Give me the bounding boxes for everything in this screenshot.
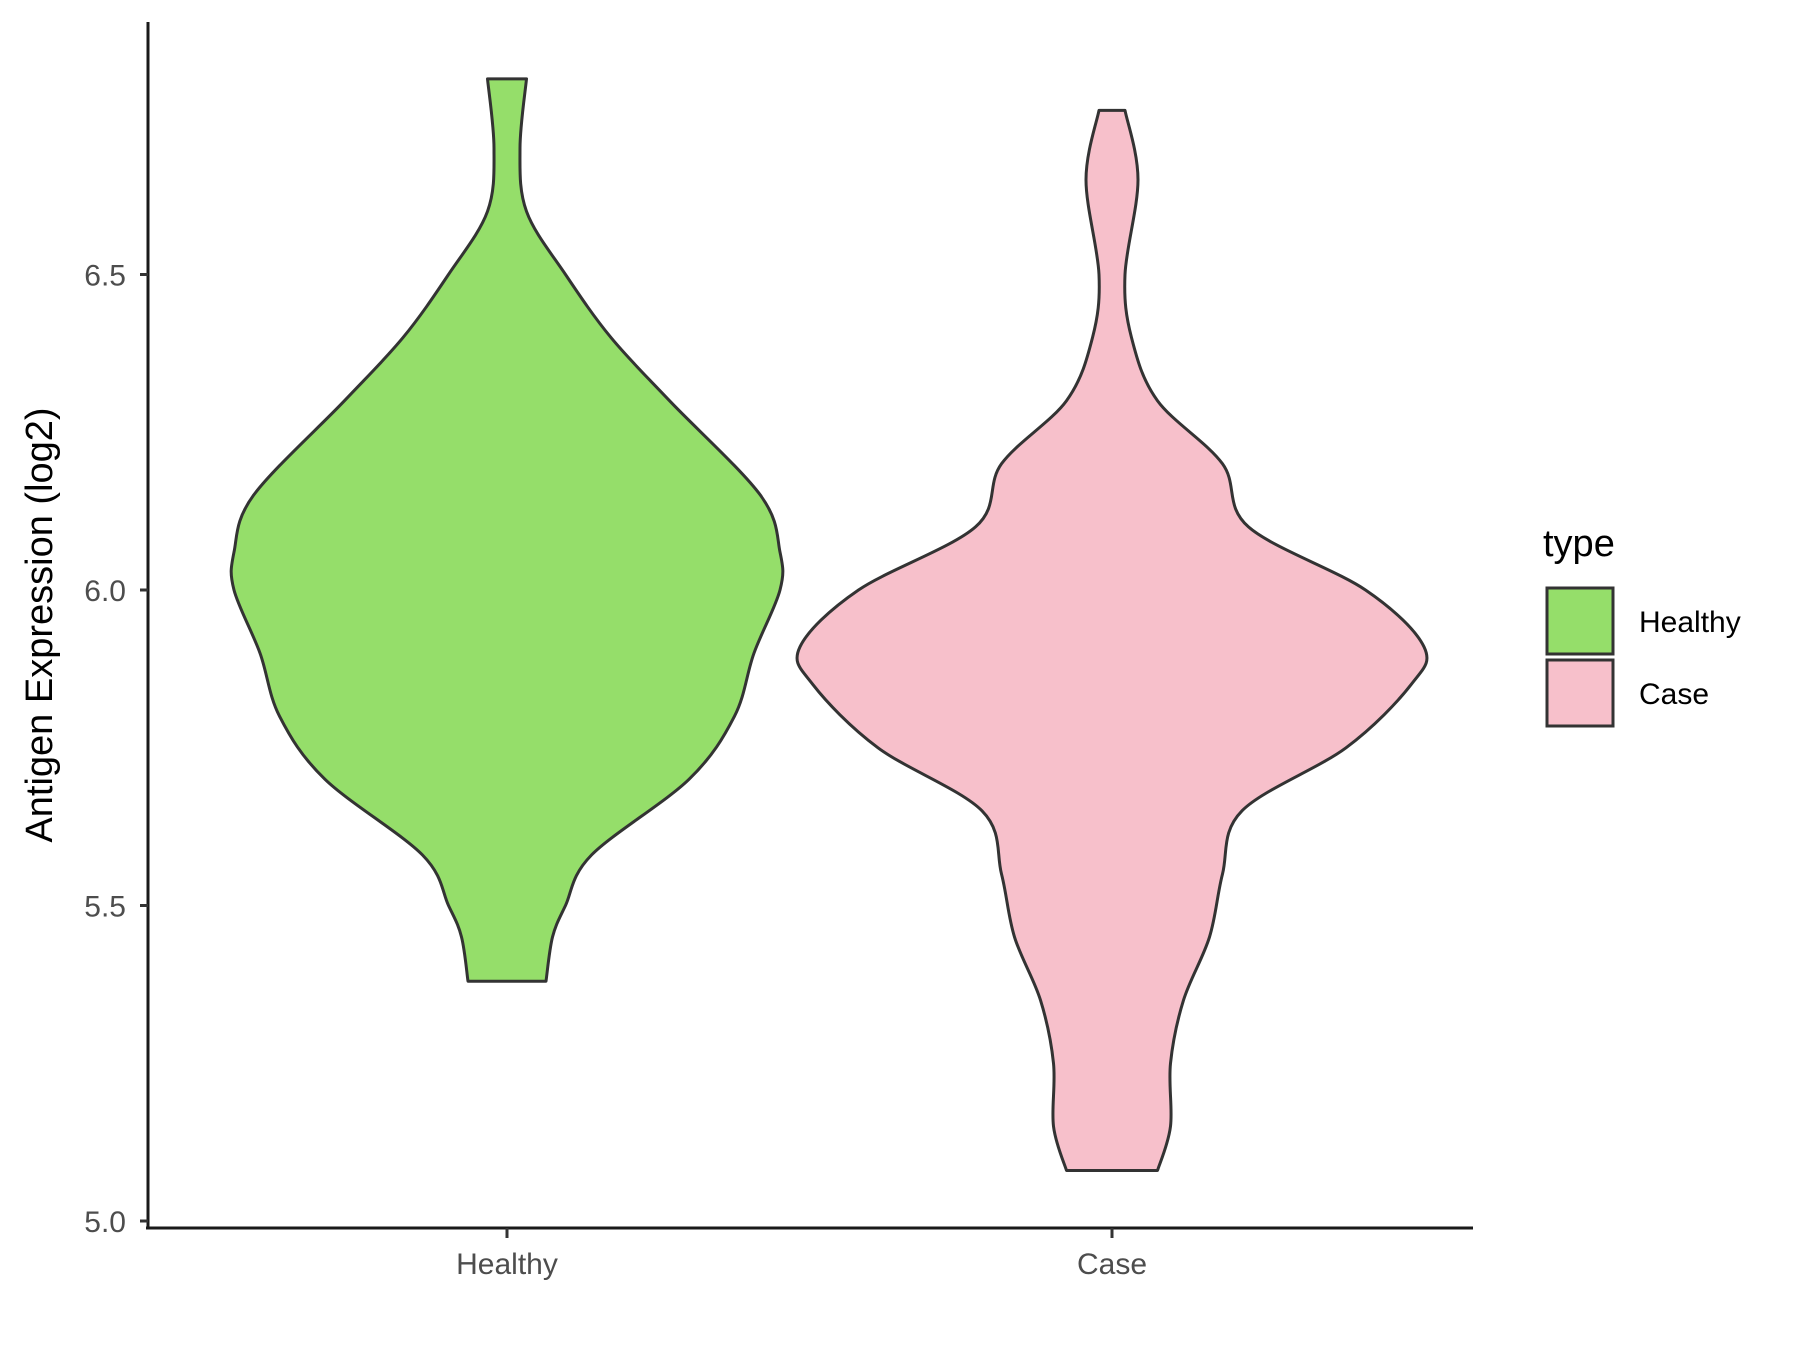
- violin-case: [795, 108, 1429, 1172]
- x-tick-label: Healthy: [456, 1248, 558, 1281]
- legend-swatch-case: [1545, 658, 1615, 728]
- y-axis-title: Antigen Expression (log2): [19, 407, 61, 842]
- y-tick-label: 5.0: [84, 1206, 126, 1239]
- legend-title: type: [1543, 523, 1615, 565]
- y-tick-label: 6.0: [84, 575, 126, 608]
- violin-healthy: [229, 77, 785, 983]
- legend-label-healthy: Healthy: [1639, 606, 1741, 639]
- legend: type Healthy Case: [1543, 523, 1741, 728]
- legend-label-case: Case: [1639, 678, 1709, 711]
- y-tick-label: 6.5: [84, 260, 126, 293]
- y-tick-label: 5.5: [84, 891, 126, 924]
- axes-layer: [146, 22, 1473, 1230]
- x-tick-label: Case: [1077, 1248, 1147, 1281]
- x-ticks: Healthy Case: [456, 1228, 1147, 1281]
- violins-layer: [229, 77, 1429, 1172]
- legend-swatch-healthy: [1545, 586, 1615, 656]
- y-ticks: 5.0 5.5 6.0 6.5: [84, 260, 148, 1239]
- legend-entries: Healthy Case: [1545, 586, 1741, 728]
